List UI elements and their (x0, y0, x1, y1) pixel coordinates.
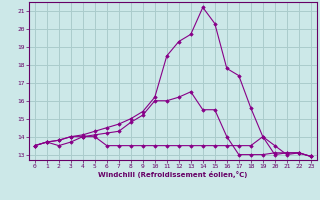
X-axis label: Windchill (Refroidissement éolien,°C): Windchill (Refroidissement éolien,°C) (98, 171, 247, 178)
